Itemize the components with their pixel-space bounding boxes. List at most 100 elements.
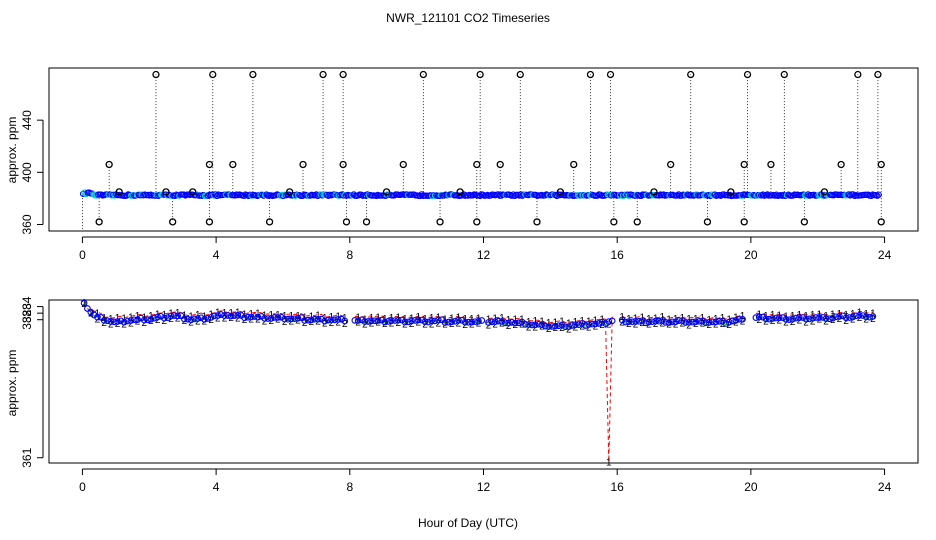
outlier-point (152, 70, 160, 79)
outlier-point (362, 218, 371, 226)
series-3-point (267, 315, 275, 322)
outlier-point (342, 218, 351, 226)
series-1-marker: 1 (573, 317, 579, 328)
baseline-point (292, 192, 299, 199)
outlier-point (299, 160, 307, 169)
outlier-point (586, 70, 595, 79)
baseline-point (299, 192, 306, 199)
outlier-point (473, 160, 481, 169)
series-3-point (508, 319, 516, 326)
series-1-marker: 1 (783, 312, 789, 323)
series-3-point (114, 318, 121, 325)
series-3-point (354, 317, 362, 324)
series-2-marker: 2 (713, 320, 719, 331)
series-3-point (729, 317, 736, 325)
series-3-point (531, 321, 539, 329)
series-3-point (217, 311, 225, 318)
series-3-point (638, 317, 646, 325)
series-3-point (124, 317, 131, 325)
outlier-point (556, 188, 565, 196)
series-3-point (762, 315, 770, 323)
series-3-point (585, 321, 593, 328)
series-3-point (147, 315, 155, 323)
series-2-marker: 2 (335, 317, 341, 328)
series-3-point (321, 317, 329, 325)
series-3-point (709, 318, 716, 326)
series-1-marker: 1 (706, 315, 712, 326)
outlier-point (740, 218, 748, 226)
series-3-point (211, 312, 218, 320)
series-2-marker: 2 (506, 321, 512, 332)
series-1-marker: 1 (713, 314, 719, 325)
series-2-marker: 2 (436, 319, 442, 330)
series-1-marker: 1 (235, 308, 241, 319)
series-2-marker: 2 (342, 319, 348, 330)
series-3-point (869, 313, 877, 320)
series-2-marker: 2 (329, 318, 335, 329)
series-3-point (712, 318, 720, 326)
series-1-marker: 1 (519, 315, 525, 326)
series-3-point (856, 312, 863, 319)
top-y-axis-label: approx. ppm (5, 117, 19, 184)
series-2-marker: 2 (666, 319, 672, 330)
series-3-point (181, 315, 188, 323)
series-1-marker: 1 (168, 309, 174, 320)
series-3-point (672, 318, 680, 326)
series-3-point (535, 320, 542, 328)
series-3-point (324, 316, 332, 324)
baseline-point (153, 191, 160, 198)
x-tick-label: 16 (611, 248, 625, 262)
baseline-point (82, 190, 90, 198)
outlier-point (877, 218, 885, 226)
baseline-point (487, 192, 494, 199)
series-2-marker: 2 (262, 317, 268, 328)
series-2-marker: 2 (606, 320, 612, 331)
outlier-point (854, 70, 862, 79)
series-3-point (622, 318, 629, 326)
series-2-marker: 2 (409, 319, 415, 330)
series-2-marker: 2 (486, 320, 492, 331)
series-3-point (244, 313, 252, 321)
series-3-point (277, 313, 285, 321)
bottom-y-axis-label: approx. ppm (5, 350, 19, 417)
series-3-point (247, 313, 255, 321)
series-3-point (839, 312, 847, 320)
series-3-point (358, 316, 365, 324)
series-3-point (668, 318, 676, 326)
series-3-point (84, 305, 91, 312)
series-3-point (572, 321, 579, 329)
baseline-point (594, 192, 601, 199)
outlier-point (339, 70, 347, 79)
series-3-point (154, 313, 161, 321)
series-3-point (568, 322, 576, 329)
x-tick-label: 8 (346, 480, 353, 494)
series-3-point (665, 319, 673, 326)
series-3-point (578, 320, 586, 327)
series-3-point (779, 314, 786, 321)
series-3-point (598, 318, 606, 326)
series-3-point (755, 313, 763, 321)
series-3-point (170, 312, 178, 320)
series-2-marker: 2 (429, 319, 435, 330)
series-1-marker: 1 (295, 311, 301, 322)
outlier-point (105, 160, 113, 169)
top-y-axis: 360 400 440 (20, 110, 44, 234)
series-3-point (652, 317, 659, 325)
outlier-point (249, 70, 257, 79)
series-3-point (769, 315, 776, 322)
series-3-point (107, 318, 115, 325)
series-3-point (775, 314, 783, 322)
series-3-point (525, 321, 532, 328)
series-2-marker: 2 (653, 319, 659, 330)
series-3-point (435, 316, 442, 324)
series-3-point (164, 314, 172, 321)
series-3-point (174, 312, 182, 320)
series-3-point (204, 315, 212, 322)
series-2-marker: 2 (395, 318, 401, 329)
series-3-point (144, 316, 151, 324)
bottom-plot-frame (48, 299, 919, 464)
series-3-point (645, 318, 653, 326)
series-3-point (618, 316, 626, 324)
series-3-point (501, 319, 509, 327)
